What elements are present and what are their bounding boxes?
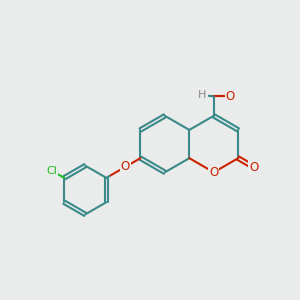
Text: Cl: Cl bbox=[46, 166, 57, 176]
Text: H: H bbox=[198, 90, 207, 100]
Text: O: O bbox=[121, 160, 130, 173]
Text: O: O bbox=[226, 90, 235, 103]
Text: O: O bbox=[209, 166, 218, 179]
Text: O: O bbox=[249, 160, 258, 174]
